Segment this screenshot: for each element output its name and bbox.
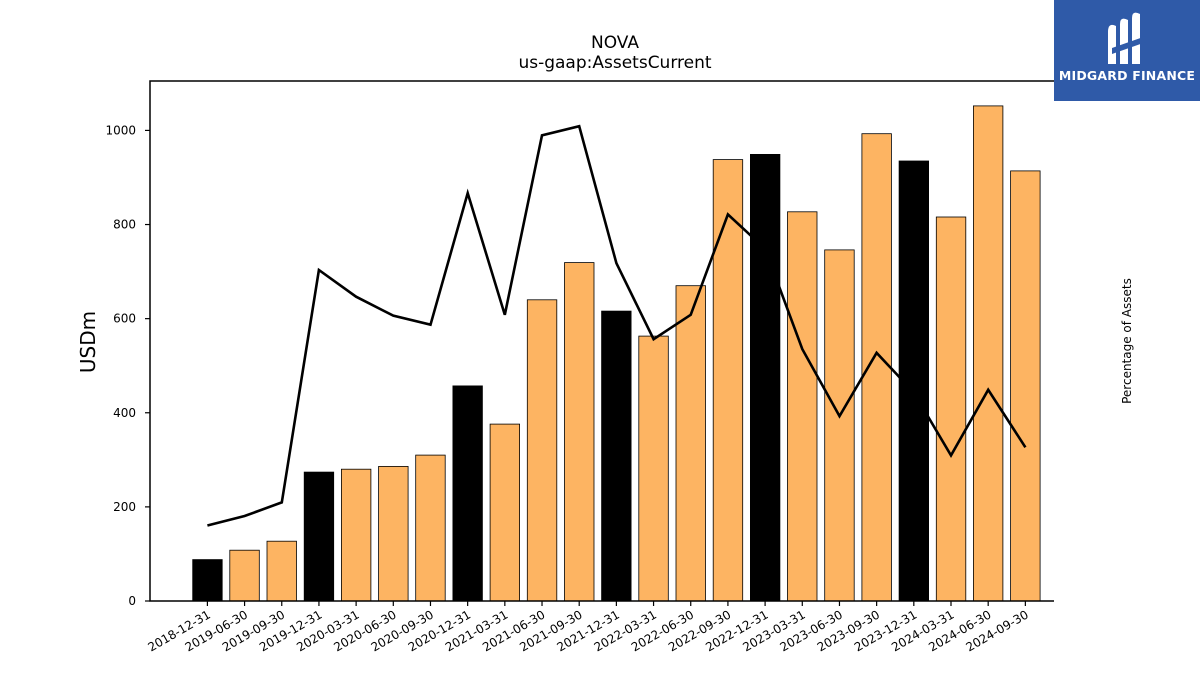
bar-2022-09-30 bbox=[712, 159, 744, 602]
bar-2022-06-30 bbox=[675, 285, 706, 602]
chart: NOVA us-gaap:AssetsCurrent 0 200 400 600 800… bbox=[76, 33, 1054, 654]
left-axis: 0 200 400 600 800 1000 bbox=[105, 123, 150, 608]
bar-2022-03-31 bbox=[638, 335, 669, 602]
y-tick-label: 200 bbox=[113, 500, 136, 514]
bar-2021-12-31 bbox=[601, 310, 632, 602]
bar-2024-03-31 bbox=[935, 216, 967, 602]
bar-2020-09-30 bbox=[415, 454, 446, 602]
percentage-line bbox=[207, 124, 1027, 527]
y-axis-label: USDm bbox=[76, 311, 100, 373]
y-tick-label: 0 bbox=[128, 594, 136, 608]
bar-series bbox=[192, 105, 1041, 602]
y-tick-label: 600 bbox=[113, 312, 136, 326]
bar-2023-06-30 bbox=[824, 249, 855, 602]
bar-2021-09-30 bbox=[564, 262, 595, 602]
logo-text: MIDGARD FINANCE bbox=[1058, 68, 1196, 83]
bar-2023-09-30 bbox=[861, 133, 892, 602]
bar-2019-09-30 bbox=[266, 540, 297, 602]
bar-2019-06-30 bbox=[229, 549, 260, 602]
y2-axis-label-overflow: Percentage of Assets bbox=[1120, 278, 1134, 404]
bar-2019-12-31 bbox=[303, 471, 335, 602]
bar-2020-06-30 bbox=[378, 465, 409, 602]
bar-2020-03-31 bbox=[340, 468, 372, 602]
line-series bbox=[207, 124, 1027, 527]
plot-frame bbox=[149, 80, 1054, 602]
x-axis: 2018-12-312019-06-302019-09-302019-12-31… bbox=[145, 601, 1031, 654]
bar-2020-12-31 bbox=[452, 385, 483, 602]
chart-title: NOVA bbox=[591, 33, 639, 53]
bar-2018-12-31 bbox=[192, 559, 223, 602]
y-tick-label: 800 bbox=[113, 218, 136, 232]
y2-axis-label-visible: Percentage of Assets bbox=[1120, 278, 1134, 404]
brand-logo: MIDGARD FINANCE bbox=[1054, 0, 1200, 101]
bar-2024-09-30 bbox=[1010, 170, 1041, 602]
y-tick-label: 400 bbox=[113, 406, 136, 420]
bar-2023-03-31 bbox=[787, 211, 818, 602]
y-tick-label: 1000 bbox=[105, 123, 136, 137]
bar-2022-12-31 bbox=[750, 153, 781, 602]
plot-border bbox=[149, 80, 1054, 602]
chart-subtitle: us-gaap:AssetsCurrent bbox=[518, 53, 711, 73]
midgard-m-logo-icon bbox=[1108, 12, 1146, 65]
bar-2021-06-30 bbox=[526, 299, 558, 602]
bar-2024-06-30 bbox=[973, 105, 1004, 602]
bar-2021-03-31 bbox=[489, 423, 521, 602]
